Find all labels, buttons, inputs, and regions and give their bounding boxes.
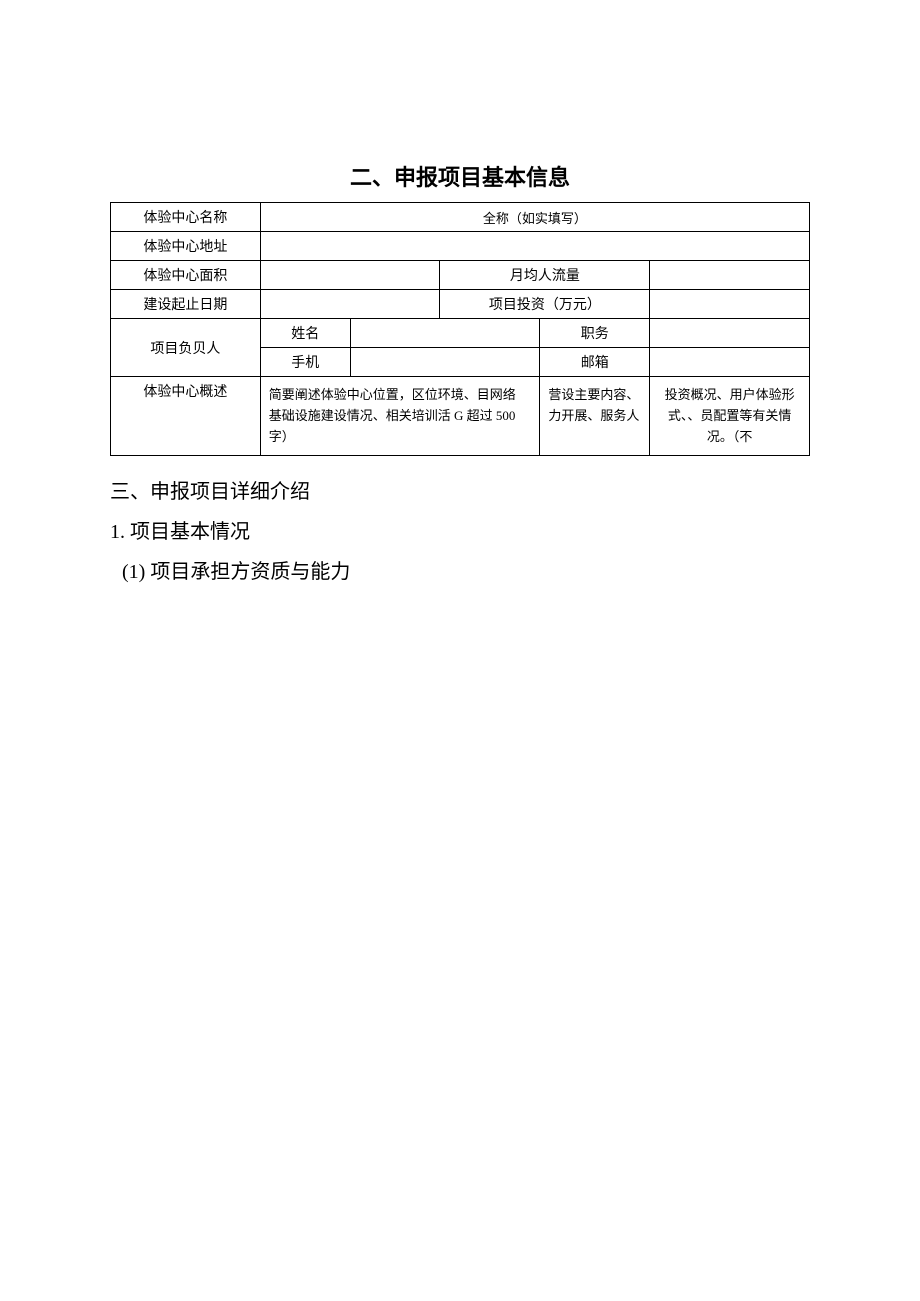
table-row: 体验中心面积 月均人流量 [111,261,810,290]
table-row: 项目负贝人 姓名 职务 [111,319,810,348]
table-row: 体验中心名称 全称（如实填写） [111,203,810,232]
center-area-value [260,261,440,290]
project-info-table: 体验中心名称 全称（如实填写） 体验中心地址 体验中心面积 月均人流量 建设起止… [110,202,810,456]
build-dates-value [260,290,440,319]
overview-desc-text-2: 营设主要内容、力开展、服务人 [546,381,643,431]
center-name-hint: 全称（如实填写） [260,203,809,232]
table-row: 体验中心地址 [111,232,810,261]
email-value [650,348,810,377]
phone-label: 手机 [260,348,350,377]
position-value [650,319,810,348]
center-name-label: 体验中心名称 [111,203,261,232]
center-address-value [260,232,809,261]
monthly-flow-label: 月均人流量 [440,261,650,290]
investment-label: 项目投资（万元） [440,290,650,319]
overview-desc-text-3: 投资概况、用户体验形 式、、员配置等有关情况。（不 [656,381,803,451]
section-3-1-heading: 1. 项目基本情况 [110,512,810,552]
name-label: 姓名 [260,319,350,348]
sections-block: 三、申报项目详细介绍 1. 项目基本情况 (1) 项目承担方资质与能力 [110,472,810,592]
center-area-label: 体验中心面积 [111,261,261,290]
overview-desc-col2: 营设主要内容、力开展、服务人 [540,377,650,456]
email-label: 邮箱 [540,348,650,377]
position-label: 职务 [540,319,650,348]
build-dates-label: 建设起止日期 [111,290,261,319]
section-3-heading: 三、申报项目详细介绍 [110,472,810,512]
table-row: 建设起止日期 项目投资（万元） [111,290,810,319]
section-3-1-1-heading: (1) 项目承担方资质与能力 [110,552,810,592]
overview-label: 体验中心概述 [111,377,261,456]
overview-desc-col1: 简要阐述体验中心位置，区位环境、目网络 基础设施建设情况、相关培训活 G 超过 … [260,377,540,456]
monthly-flow-value [650,261,810,290]
overview-desc-text-1: 简要阐述体验中心位置，区位环境、目网络 基础设施建设情况、相关培训活 G 超过 … [267,381,534,451]
overview-desc-col3: 投资概况、用户体验形 式、、员配置等有关情况。（不 [650,377,810,456]
investment-value [650,290,810,319]
section-title: 二、申报项目基本信息 [110,160,810,192]
phone-value [350,348,540,377]
leader-label: 项目负贝人 [111,319,261,377]
center-address-label: 体验中心地址 [111,232,261,261]
name-value [350,319,540,348]
table-row: 体验中心概述 简要阐述体验中心位置，区位环境、目网络 基础设施建设情况、相关培训… [111,377,810,456]
